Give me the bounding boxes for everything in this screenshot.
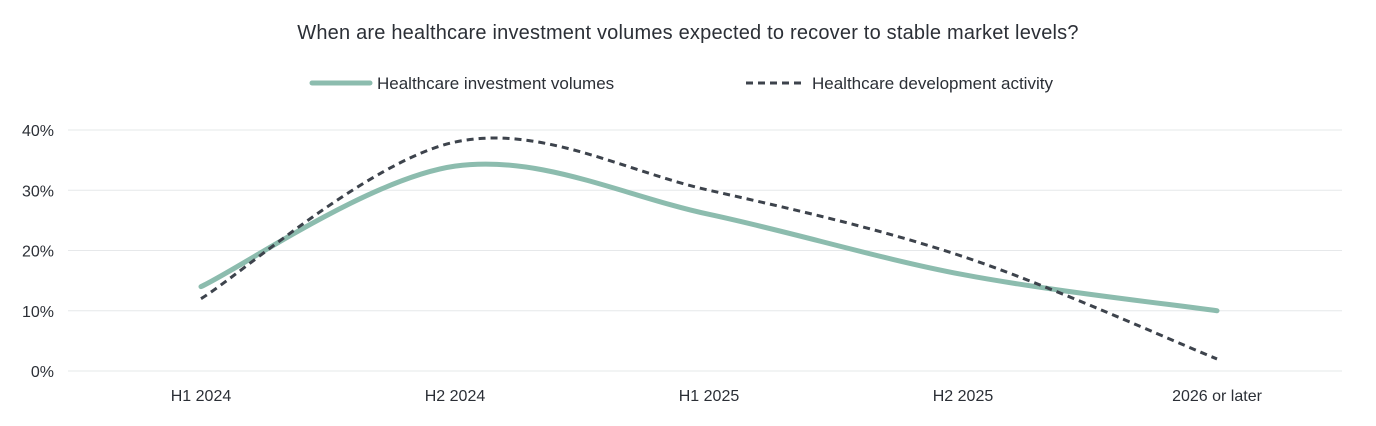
y-tick-label: 40% xyxy=(22,123,54,140)
y-axis: 0% 10% 20% 30% 40% xyxy=(22,123,54,381)
legend: Healthcare investment volumes Healthcare… xyxy=(309,74,1053,93)
legend-label-development: Healthcare development activity xyxy=(812,74,1053,93)
x-tick-label: H1 2024 xyxy=(171,388,232,405)
x-tick-label: H2 2024 xyxy=(425,388,486,405)
chart-title: When are healthcare investment volumes e… xyxy=(297,22,1078,44)
grid xyxy=(68,129,1342,372)
series-line-investment xyxy=(198,161,1220,314)
series-line-development xyxy=(200,136,1218,361)
y-tick-label: 30% xyxy=(22,183,54,200)
y-tick-label: 20% xyxy=(22,244,54,261)
series-layer xyxy=(198,136,1220,361)
legend-label-investment: Healthcare investment volumes xyxy=(377,74,614,93)
x-tick-label: H2 2025 xyxy=(933,388,994,405)
y-tick-label: 0% xyxy=(31,364,54,381)
y-tick-label: 10% xyxy=(22,304,54,321)
x-tick-label: 2026 or later xyxy=(1172,388,1263,405)
x-axis: H1 2024 H2 2024 H1 2025 H2 2025 2026 or late… xyxy=(171,388,1263,405)
x-tick-label: H1 2025 xyxy=(679,388,740,405)
